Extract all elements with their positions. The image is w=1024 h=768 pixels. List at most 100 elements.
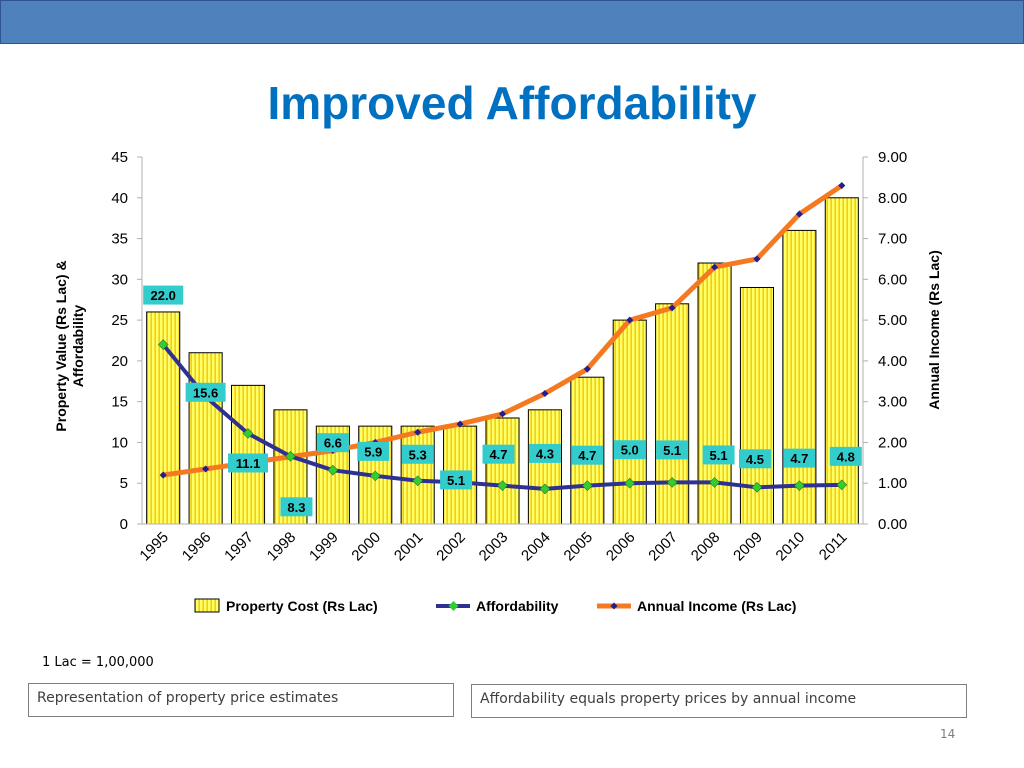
data-label-bg — [316, 433, 349, 453]
data-label: 8.3 — [287, 500, 305, 515]
x-tick-label: 1998 — [264, 529, 300, 565]
affordability-point — [497, 480, 508, 491]
slide-title: Improved Affordability — [267, 77, 757, 129]
data-label-bg — [528, 443, 561, 463]
data-label-bg — [613, 440, 646, 460]
affordability-point — [794, 480, 805, 491]
x-tick-label: 2003 — [476, 529, 512, 565]
left-tick-label: 35 — [111, 231, 128, 248]
data-label-bg — [280, 497, 313, 517]
right-tick-label: 1.00 — [878, 475, 907, 492]
left-tick-label: 10 — [111, 434, 128, 451]
x-tick-label: 1997 — [221, 529, 257, 565]
caption-box-left: Representation of property price estimat… — [28, 683, 454, 717]
slide-top-bar — [0, 0, 1024, 44]
left-tick-label: 0 — [120, 516, 128, 533]
x-tick-label: 2004 — [518, 529, 554, 565]
affordability-point — [369, 470, 381, 482]
x-tick-label: 2002 — [433, 529, 469, 565]
data-label: 4.7 — [578, 448, 596, 463]
data-label: 15.6 — [193, 385, 218, 400]
affordability-point — [666, 477, 678, 488]
data-label: 4.7 — [489, 447, 507, 462]
combo-chart: 0 5 10 15 20 25 30 35 40 45 0.00 1.00 2.00 3.00 4.00 5.… — [53, 149, 942, 614]
annual-income-point — [159, 471, 167, 479]
data-label-bg — [656, 440, 689, 460]
left-tick-label: 5 — [120, 475, 128, 492]
affordability-point — [624, 477, 636, 489]
data-label: 4.3 — [536, 446, 554, 461]
affordability-point — [751, 481, 763, 493]
annual-income-point — [838, 182, 846, 190]
x-tick-label: 2008 — [688, 529, 724, 565]
right-tick-label: 6.00 — [878, 271, 907, 288]
annual-income-point — [202, 465, 210, 473]
legend-label: Affordability — [476, 598, 559, 614]
legend-bar-swatch — [194, 598, 220, 613]
left-tick-label: 30 — [111, 271, 128, 288]
x-tick-label: 1999 — [306, 529, 342, 565]
x-tick-label: 2001 — [391, 529, 427, 565]
data-label-bg — [482, 444, 515, 464]
legend-affordability-marker — [448, 601, 459, 611]
left-tick-label: 45 — [111, 149, 128, 166]
annual-income-point — [711, 263, 719, 271]
unit-note: 1 Lac = 1,00,000 — [42, 655, 154, 670]
affordability-point — [285, 451, 296, 462]
x-tick-label: 2000 — [348, 529, 384, 565]
right-axis-title: Annual Income (Rs Lac) — [926, 250, 942, 409]
data-label: 4.7 — [790, 451, 808, 466]
x-tick-label: 2005 — [561, 529, 597, 565]
data-label: 4.8 — [837, 449, 855, 464]
annual-income-point — [668, 304, 676, 312]
data-label: 5.1 — [447, 473, 465, 488]
annual-income-point — [541, 389, 549, 398]
annual-income-point — [753, 255, 761, 263]
data-label-bg — [702, 445, 735, 465]
affordability-point — [582, 480, 593, 491]
data-label: 6.6 — [324, 436, 342, 451]
annual-income-point — [583, 365, 591, 373]
affordability-point — [327, 464, 339, 476]
right-tick-label: 2.00 — [878, 434, 907, 451]
legend-label: Annual Income (Rs Lac) — [637, 598, 796, 614]
data-label-bg — [401, 444, 434, 464]
x-tick-label: 2006 — [603, 529, 639, 565]
right-tick-label: 8.00 — [878, 190, 907, 207]
affordability-point — [709, 477, 720, 488]
x-tick-label: 1995 — [136, 529, 172, 565]
right-tick-label: 5.00 — [878, 312, 907, 329]
data-label: 5.0 — [621, 443, 639, 458]
affordability-point — [412, 475, 423, 487]
data-label: 4.5 — [746, 452, 764, 467]
bar — [400, 425, 435, 525]
data-label-bg — [829, 446, 862, 466]
data-label-bg — [783, 448, 816, 468]
bar — [485, 417, 520, 525]
x-tick-label: 2009 — [730, 529, 766, 565]
right-tick-label: 0.00 — [878, 516, 907, 533]
left-tick-label: 20 — [111, 353, 128, 370]
data-label-bg — [228, 453, 269, 473]
affordability-point — [836, 479, 848, 491]
affordability-point — [157, 339, 169, 350]
bar — [824, 197, 859, 525]
annual-income-point — [498, 410, 507, 418]
bar — [782, 229, 817, 525]
annual-income-point — [414, 428, 422, 436]
annual-income-point — [626, 316, 634, 324]
caption-box-right: Affordability equals property prices by … — [471, 684, 967, 718]
data-label-bg — [143, 285, 184, 305]
right-tick-label: 4.00 — [878, 353, 907, 370]
x-tick-label: 1996 — [179, 529, 215, 565]
affordability-point — [539, 483, 551, 495]
data-label: 5.1 — [710, 448, 728, 463]
left-tick-label: 40 — [111, 190, 128, 207]
x-tick-label: 2007 — [645, 529, 681, 565]
data-label: 5.9 — [364, 444, 382, 459]
data-label-bg — [185, 382, 226, 402]
left-tick-label: 15 — [111, 394, 128, 411]
x-tick-label: 2011 — [816, 529, 851, 564]
right-tick-label: 3.00 — [878, 394, 907, 411]
bar — [527, 409, 562, 525]
